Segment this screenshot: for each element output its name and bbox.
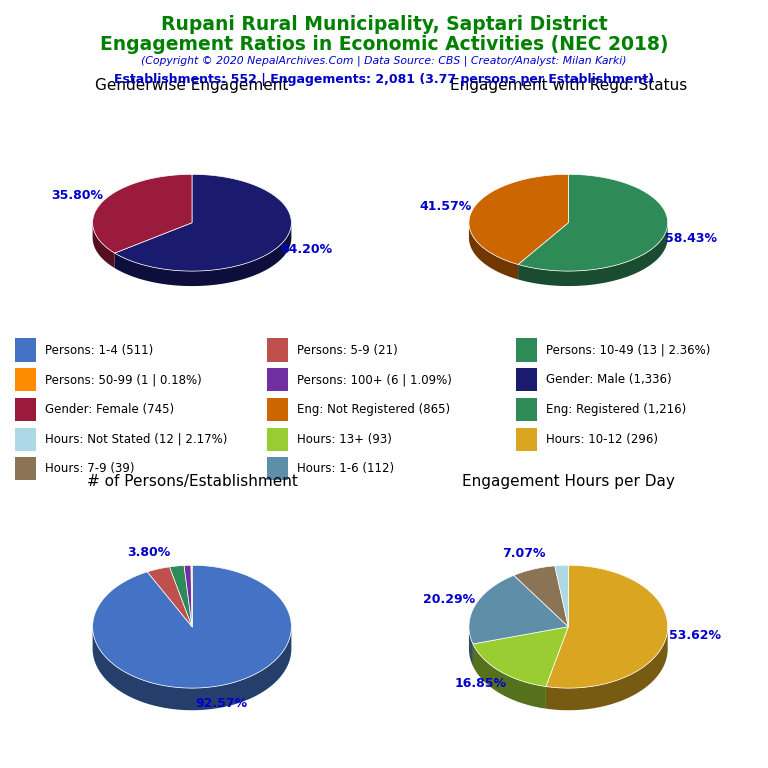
Text: Rupani Rural Municipality, Saptari District: Rupani Rural Municipality, Saptari Distr… — [161, 15, 607, 35]
FancyBboxPatch shape — [267, 339, 289, 362]
FancyBboxPatch shape — [516, 428, 537, 451]
Polygon shape — [93, 223, 114, 268]
Title: # of Persons/Establishment: # of Persons/Establishment — [87, 474, 297, 489]
Text: 16.85%: 16.85% — [455, 677, 507, 690]
Polygon shape — [514, 566, 568, 627]
FancyBboxPatch shape — [15, 458, 36, 481]
Text: Gender: Male (1,336): Gender: Male (1,336) — [546, 373, 671, 386]
Polygon shape — [469, 627, 473, 666]
Polygon shape — [147, 567, 192, 627]
Title: Genderwise Engagement: Genderwise Engagement — [95, 78, 289, 94]
Text: 58.43%: 58.43% — [665, 233, 717, 246]
Text: 53.62%: 53.62% — [669, 629, 720, 642]
Polygon shape — [93, 174, 192, 253]
Text: Engagement Ratios in Economic Activities (NEC 2018): Engagement Ratios in Economic Activities… — [100, 35, 668, 54]
Text: 20.29%: 20.29% — [423, 593, 475, 606]
Polygon shape — [114, 223, 291, 286]
Text: Hours: 13+ (93): Hours: 13+ (93) — [297, 432, 392, 445]
Polygon shape — [469, 223, 518, 280]
Title: Engagement Hours per Day: Engagement Hours per Day — [462, 474, 675, 489]
Polygon shape — [469, 174, 568, 264]
FancyBboxPatch shape — [516, 368, 537, 392]
FancyBboxPatch shape — [267, 398, 289, 421]
Text: 35.80%: 35.80% — [51, 190, 103, 203]
Text: Persons: 10-49 (13 | 2.36%): Persons: 10-49 (13 | 2.36%) — [546, 343, 710, 356]
Text: Hours: 10-12 (296): Hours: 10-12 (296) — [546, 432, 658, 445]
Polygon shape — [546, 565, 667, 688]
FancyBboxPatch shape — [15, 368, 36, 392]
FancyBboxPatch shape — [516, 398, 537, 421]
Text: 41.57%: 41.57% — [419, 200, 472, 213]
Text: (Copyright © 2020 NepalArchives.Com | Data Source: CBS | Creator/Analyst: Milan : (Copyright © 2020 NepalArchives.Com | Da… — [141, 55, 627, 66]
Polygon shape — [184, 565, 192, 627]
Text: 7.07%: 7.07% — [502, 547, 545, 560]
FancyBboxPatch shape — [15, 428, 36, 451]
Polygon shape — [473, 627, 568, 687]
Text: Persons: 1-4 (511): Persons: 1-4 (511) — [45, 343, 154, 356]
FancyBboxPatch shape — [267, 368, 289, 392]
Text: Eng: Not Registered (865): Eng: Not Registered (865) — [297, 403, 451, 416]
Text: Persons: 5-9 (21): Persons: 5-9 (21) — [297, 343, 398, 356]
FancyBboxPatch shape — [516, 339, 537, 362]
Text: Persons: 50-99 (1 | 0.18%): Persons: 50-99 (1 | 0.18%) — [45, 373, 202, 386]
FancyBboxPatch shape — [15, 398, 36, 421]
Text: Persons: 100+ (6 | 1.09%): Persons: 100+ (6 | 1.09%) — [297, 373, 452, 386]
Text: Eng: Registered (1,216): Eng: Registered (1,216) — [546, 403, 686, 416]
Polygon shape — [114, 174, 291, 271]
Polygon shape — [469, 575, 568, 644]
Text: Hours: 7-9 (39): Hours: 7-9 (39) — [45, 462, 135, 475]
FancyBboxPatch shape — [267, 458, 289, 481]
Polygon shape — [554, 565, 568, 627]
Polygon shape — [191, 565, 192, 627]
Polygon shape — [93, 565, 291, 688]
Text: 64.20%: 64.20% — [281, 243, 333, 256]
Text: 3.80%: 3.80% — [127, 546, 170, 559]
Text: 92.57%: 92.57% — [195, 697, 247, 710]
Polygon shape — [170, 565, 192, 627]
Polygon shape — [473, 644, 546, 709]
Text: Hours: Not Stated (12 | 2.17%): Hours: Not Stated (12 | 2.17%) — [45, 432, 227, 445]
Polygon shape — [93, 627, 291, 710]
Polygon shape — [518, 223, 667, 286]
Polygon shape — [546, 628, 667, 710]
Title: Engagement with Regd. Status: Engagement with Regd. Status — [450, 78, 687, 94]
Text: Establishments: 552 | Engagements: 2,081 (3.77 persons per Establishment): Establishments: 552 | Engagements: 2,081… — [114, 73, 654, 86]
FancyBboxPatch shape — [15, 339, 36, 362]
Polygon shape — [518, 174, 667, 271]
Text: Gender: Female (745): Gender: Female (745) — [45, 403, 174, 416]
FancyBboxPatch shape — [267, 428, 289, 451]
Text: Hours: 1-6 (112): Hours: 1-6 (112) — [297, 462, 395, 475]
